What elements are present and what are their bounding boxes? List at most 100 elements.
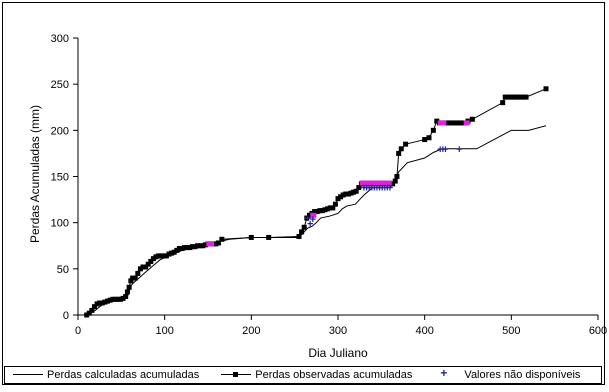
- y-tick-label: 0: [63, 310, 69, 322]
- observed-point: [505, 94, 511, 100]
- observed-point: [153, 254, 159, 260]
- observed-point: [161, 253, 167, 259]
- observed-point: [200, 243, 206, 249]
- unavailable-point: +: [384, 183, 390, 195]
- legend-label-observed: Perdas observadas acumuladas: [255, 369, 413, 381]
- observed-point: [248, 234, 254, 240]
- observed-point: [434, 118, 440, 124]
- observed-point: [158, 253, 164, 259]
- x-tick-label: 200: [242, 325, 260, 337]
- observed-point: [171, 249, 177, 255]
- observed-point: [392, 178, 398, 184]
- observed-point: [128, 278, 134, 284]
- unavailable-point: +: [361, 183, 367, 195]
- observed-point: [266, 234, 272, 240]
- observed-point: [176, 246, 182, 252]
- observed-point: [322, 207, 328, 213]
- observed-point: [156, 253, 162, 259]
- observed-point: [507, 94, 513, 100]
- observed-point: [112, 296, 118, 302]
- observed-point: [124, 289, 130, 295]
- observed-point: [132, 275, 138, 281]
- observed-point: [332, 201, 338, 207]
- observed-point: [148, 258, 154, 264]
- observed-point: [469, 116, 475, 122]
- observed-point: [520, 94, 526, 100]
- x-tick-label: 400: [415, 325, 433, 337]
- observed-point: [197, 243, 203, 249]
- observed-point: [304, 215, 310, 221]
- observed-point: [518, 94, 524, 100]
- observed-point: [86, 310, 92, 316]
- x-tick-label: 100: [155, 325, 173, 337]
- legend: Perdas calculadas acumuladas Perdas obse…: [4, 366, 602, 384]
- observed-point: [343, 191, 349, 197]
- observed-point: [426, 135, 432, 141]
- y-tick-label: 200: [51, 125, 69, 137]
- y-tick-label: 250: [51, 79, 69, 91]
- observed-point: [396, 150, 402, 156]
- observed-point: [430, 127, 436, 133]
- observed-point: [94, 301, 100, 307]
- observed-point: [150, 256, 156, 262]
- observed-point: [502, 94, 508, 100]
- observed-point: [403, 141, 409, 147]
- observed-point: [145, 261, 151, 267]
- x-tick-label: 500: [502, 325, 520, 337]
- plot-area: +++++++++++++++++ +: [84, 86, 549, 318]
- observed-point: [356, 185, 362, 191]
- observed-point: [325, 206, 331, 212]
- observed-point: [523, 94, 529, 100]
- observed-point: [137, 266, 143, 272]
- unavailable-point: +: [379, 183, 385, 195]
- observed-point: [140, 264, 146, 270]
- observed-point: [398, 146, 404, 152]
- observed-point: [89, 307, 95, 313]
- observed-point: [444, 120, 450, 126]
- observed-point: [348, 190, 354, 196]
- y-axis-label: Perdas Acumuladas (mm): [28, 105, 42, 243]
- observed-point: [314, 209, 320, 215]
- unavailable-point: +: [376, 183, 382, 195]
- observed-point: [330, 205, 336, 211]
- observed-point: [169, 250, 175, 256]
- observed-point: [120, 295, 126, 301]
- legend-item-calculated: Perdas calculadas acumuladas: [5, 369, 199, 381]
- observed-point: [312, 209, 318, 215]
- plus-marker-icon: +: [440, 366, 448, 380]
- observed-point: [455, 120, 461, 126]
- y-tick-label: 100: [51, 218, 69, 230]
- unavailable-point: +: [382, 183, 388, 195]
- unavailable-point: +: [304, 213, 310, 225]
- observed-point: [189, 244, 195, 250]
- observed-point: [130, 275, 136, 281]
- observed-point: [187, 245, 193, 251]
- observed-point: [340, 192, 346, 198]
- observed-point: [449, 120, 455, 126]
- unavailable-point: +: [310, 214, 316, 226]
- y-tick-label: 50: [57, 264, 69, 276]
- observed-point: [500, 100, 506, 106]
- observed-point: [143, 264, 149, 270]
- observed-point: [135, 270, 141, 276]
- line-chart: +++++++++++++++++ + 0 50 100 150 200 250 300 0 10…: [28, 33, 607, 360]
- unavailable-point: +: [307, 219, 313, 231]
- x-tick-label: 600: [589, 325, 607, 337]
- x-axis-label: Dia Juliano: [308, 346, 368, 360]
- observed-point: [99, 300, 105, 306]
- observed-point: [510, 94, 516, 100]
- unavailable-point: +: [440, 144, 446, 156]
- unavailable-point: +: [442, 144, 448, 156]
- observed-point: [163, 253, 169, 259]
- legend-item-observed: Perdas observadas acumuladas: [213, 369, 412, 381]
- observed-point: [117, 296, 123, 302]
- unavailable-point: +: [371, 183, 377, 195]
- observed-point: [543, 86, 549, 92]
- observed-point: [335, 196, 341, 202]
- observed-point: [296, 234, 302, 240]
- observed-point: [91, 304, 97, 310]
- observed-point: [215, 240, 221, 246]
- unavailable-point: +: [456, 144, 462, 156]
- legend-label-calculated: Perdas calculadas acumuladas: [47, 369, 200, 381]
- observed-point: [319, 208, 325, 214]
